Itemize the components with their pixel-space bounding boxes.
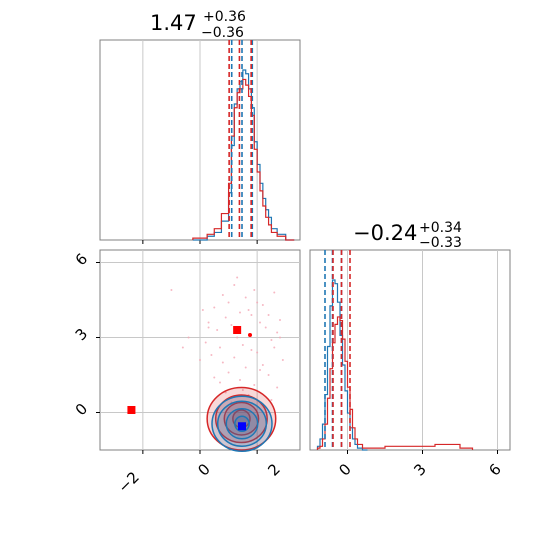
scatter-cloud-point	[259, 369, 261, 371]
y-tick-label-6: 6	[72, 250, 91, 269]
scatter-cloud-point	[216, 329, 219, 331]
scatter-cloud-point	[204, 341, 207, 344]
contour-level	[206, 386, 277, 451]
scatter-cloud-point	[221, 294, 224, 296]
scatter-cloud-point	[241, 389, 244, 391]
scatter-cloud-point	[241, 344, 244, 346]
scatter-cloud-point	[181, 346, 184, 349]
scatter-cloud-point	[233, 356, 236, 359]
scatter-cloud-point	[256, 351, 259, 354]
top-panel-grid	[142, 40, 258, 244]
marker-square	[233, 326, 242, 334]
right-panel-frame	[309, 249, 511, 451]
x-tick-label-0: 0	[194, 460, 213, 479]
scatter-cloud-point	[281, 359, 284, 361]
right-title-minus: −0.33	[419, 235, 462, 251]
scatter-cloud-point	[261, 304, 264, 306]
scatter-cloud-point	[267, 374, 270, 376]
scatter-cloud-point	[221, 361, 224, 364]
scatter-cloud-point	[276, 386, 279, 389]
right-panel-histograms	[316, 279, 474, 451]
right-x-tick-label-0: 0	[335, 460, 354, 479]
scatter-cloud-point	[207, 326, 210, 329]
scatter-cloud-point	[244, 296, 247, 299]
top-hist-step-1	[192, 78, 295, 241]
scatter-cloud-point	[230, 324, 233, 326]
joint-axis-ticks: −2 0 2 0 3 6	[72, 250, 284, 497]
right-x-tick-label-6: 6	[485, 460, 504, 479]
scatter-cloud-point	[239, 379, 241, 381]
scatter-cloud-point	[256, 301, 259, 304]
joint-scatter-cloud	[170, 276, 284, 411]
scatter-cloud-point	[270, 339, 273, 341]
scatter-cloud-point	[236, 336, 239, 339]
scatter-cloud-point	[236, 276, 239, 279]
y-tick-label-0: 0	[72, 400, 91, 419]
top-panel-quantile-lines	[228, 40, 254, 240]
scatter-cloud-point	[250, 349, 253, 351]
scatter-cloud-point	[279, 319, 281, 321]
scatter-cloud-point	[224, 391, 227, 394]
x-tick-label-neg2: −2	[114, 468, 142, 496]
scatter-cloud-point	[279, 336, 281, 339]
scatter-cloud-point	[227, 371, 230, 374]
marker-square	[127, 406, 136, 414]
x-tick-label-2: 2	[264, 460, 283, 479]
scatter-cloud-point	[247, 309, 250, 311]
scatter-cloud-point	[227, 301, 230, 304]
scatter-cloud-point	[219, 381, 221, 384]
scatter-cloud-point	[224, 316, 227, 319]
scatter-cloud-point	[273, 291, 276, 294]
scatter-cloud-point	[201, 309, 204, 311]
right-panel-quantile-lines	[324, 250, 351, 450]
scatter-cloud-point	[187, 336, 190, 339]
joint-marker-points	[127, 326, 252, 431]
top-hist-step-0	[192, 69, 295, 241]
right-panel-title: −0.24 +0.34 −0.33	[353, 220, 462, 251]
right-hist-step-1	[316, 316, 474, 450]
scatter-cloud-point	[276, 331, 279, 334]
scatter-cloud-point	[250, 314, 253, 316]
scatter-cloud-point	[267, 314, 270, 316]
top-marginal-panel: 1.47 +0.36 −0.36	[99, 9, 301, 244]
scatter-cloud-point	[170, 289, 173, 291]
scatter-cloud-point	[210, 354, 213, 356]
right-title-value: −0.24	[353, 221, 417, 245]
scatter-cloud-point	[253, 289, 256, 291]
scatter-cloud-point	[219, 346, 221, 349]
scatter-cloud-point	[199, 359, 201, 361]
marker-square	[238, 422, 246, 431]
scatter-cloud-point	[213, 376, 216, 379]
top-panel-title: 1.47 +0.36 −0.36	[150, 9, 246, 41]
right-panel-grid	[347, 250, 498, 454]
scatter-cloud-point	[273, 346, 276, 349]
top-title-value: 1.47	[150, 11, 197, 35]
scatter-cloud-point	[233, 284, 236, 286]
scatter-cloud-point	[261, 364, 264, 366]
right-x-tick-label-3: 3	[410, 460, 429, 479]
scatter-cloud-point	[253, 384, 256, 386]
right-axis-ticks: 0 3 6	[335, 460, 504, 479]
y-tick-label-3: 3	[72, 325, 91, 344]
top-panel-histograms	[192, 69, 295, 241]
right-title-plus: +0.34	[419, 220, 462, 236]
right-marginal-panel: −0.24 +0.34 −0.33 0 3 6	[309, 220, 511, 480]
marker-dot	[248, 333, 252, 337]
scatter-cloud-point	[259, 321, 261, 324]
joint-panel: −2 0 2 0 3 6	[72, 249, 301, 497]
top-title-minus: −0.36	[201, 25, 244, 41]
scatter-cloud-point	[213, 306, 216, 309]
scatter-cloud-point	[207, 321, 210, 324]
scatter-cloud-point	[244, 366, 247, 369]
scatter-cloud-point	[270, 399, 273, 401]
joint-contours	[206, 386, 277, 452]
scatter-cloud-point	[264, 326, 267, 329]
top-title-plus: +0.36	[203, 9, 246, 25]
scatter-cloud-point	[239, 311, 241, 314]
